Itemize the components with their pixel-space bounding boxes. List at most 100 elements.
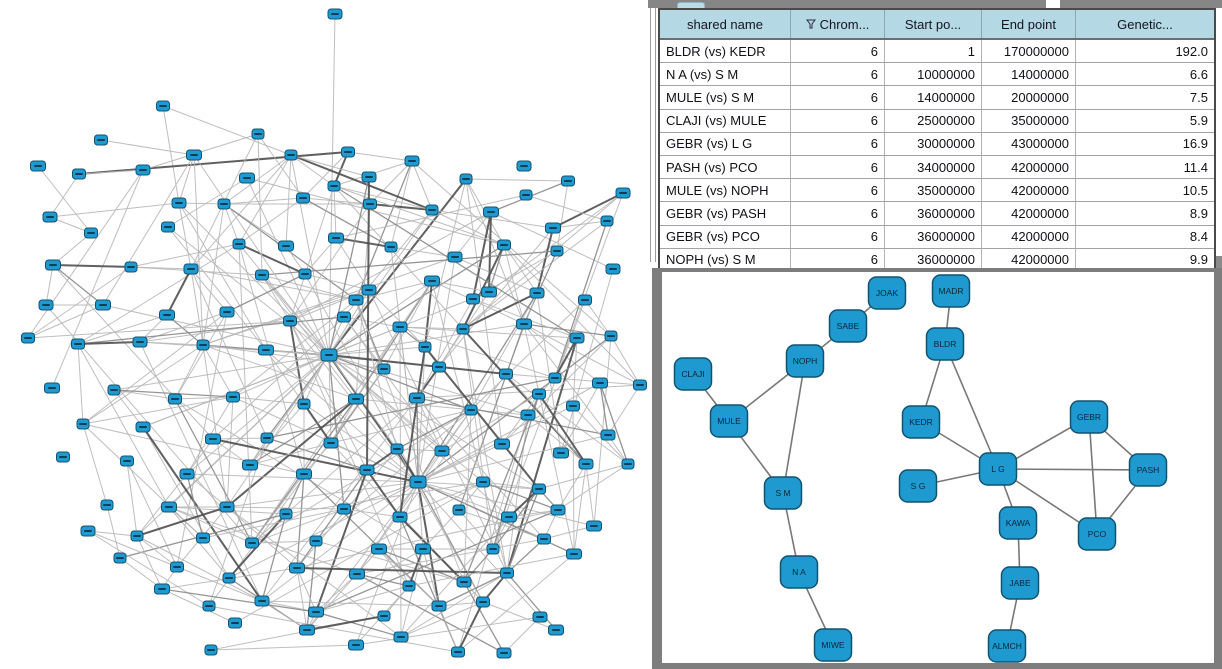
network-node[interactable] bbox=[337, 503, 351, 515]
network-node[interactable] bbox=[402, 580, 416, 592]
network-node[interactable] bbox=[135, 164, 151, 176]
network-node[interactable] bbox=[451, 646, 465, 658]
node-l-g[interactable]: L G bbox=[978, 452, 1018, 486]
network-node[interactable] bbox=[202, 600, 216, 612]
node-sabe[interactable]: SABE bbox=[828, 309, 868, 343]
node-kedr[interactable]: KEDR bbox=[901, 405, 941, 439]
network-node[interactable] bbox=[532, 483, 546, 495]
network-node[interactable] bbox=[320, 348, 338, 362]
network-node[interactable] bbox=[228, 617, 242, 629]
network-node[interactable] bbox=[464, 404, 478, 416]
network-node[interactable] bbox=[404, 155, 420, 167]
network-node[interactable] bbox=[341, 146, 355, 158]
network-node[interactable] bbox=[170, 561, 184, 573]
small-network-canvas[interactable]: JOAK SABE MADR BLDR NOPH CLAJI MULE KEDR GEBR L G… bbox=[662, 272, 1214, 663]
network-node[interactable] bbox=[548, 624, 564, 636]
network-node[interactable] bbox=[361, 171, 377, 183]
column-header-end-point[interactable]: End point bbox=[982, 10, 1076, 38]
network-node[interactable] bbox=[466, 293, 480, 305]
node-madr[interactable]: MADR bbox=[931, 274, 971, 308]
network-node[interactable] bbox=[254, 595, 270, 607]
network-node[interactable] bbox=[283, 315, 297, 327]
network-node[interactable] bbox=[532, 388, 546, 400]
network-node[interactable] bbox=[600, 215, 614, 227]
network-node[interactable] bbox=[205, 433, 221, 445]
network-node[interactable] bbox=[553, 447, 569, 459]
node-mule[interactable]: MULE bbox=[709, 404, 749, 438]
network-node[interactable] bbox=[501, 511, 517, 523]
network-node[interactable] bbox=[586, 520, 602, 532]
network-node[interactable] bbox=[222, 572, 236, 584]
table-row[interactable]: GEBR (vs) PCO 6 36000000 42000000 8.4 bbox=[660, 225, 1214, 249]
network-node[interactable] bbox=[38, 299, 54, 311]
network-node[interactable] bbox=[278, 240, 294, 252]
network-node[interactable] bbox=[94, 134, 108, 146]
network-node[interactable] bbox=[30, 160, 46, 172]
network-node[interactable] bbox=[239, 172, 255, 184]
node-bldr[interactable]: BLDR bbox=[925, 327, 965, 361]
network-node[interactable] bbox=[296, 192, 310, 204]
network-node[interactable] bbox=[296, 468, 312, 480]
network-node[interactable] bbox=[516, 318, 532, 330]
network-node[interactable] bbox=[424, 275, 440, 287]
network-node[interactable] bbox=[299, 624, 315, 636]
network-node[interactable] bbox=[196, 339, 210, 351]
network-node[interactable] bbox=[550, 245, 564, 257]
network-node[interactable] bbox=[566, 548, 582, 560]
network-node[interactable] bbox=[456, 323, 470, 335]
table-row[interactable]: PASH (vs) PCO 6 34000000 42000000 11.4 bbox=[660, 155, 1214, 180]
network-node[interactable] bbox=[219, 306, 235, 318]
network-node[interactable] bbox=[95, 299, 111, 311]
network-node[interactable] bbox=[604, 330, 618, 342]
network-node[interactable] bbox=[284, 149, 298, 161]
network-node[interactable] bbox=[481, 286, 497, 298]
network-node[interactable] bbox=[592, 377, 608, 389]
node-noph[interactable]: NOPH bbox=[785, 344, 825, 378]
network-node[interactable] bbox=[486, 543, 500, 555]
network-node[interactable] bbox=[219, 501, 235, 513]
network-node[interactable] bbox=[384, 241, 398, 253]
network-node[interactable] bbox=[328, 232, 344, 244]
network-node[interactable] bbox=[76, 418, 90, 430]
network-node[interactable] bbox=[349, 568, 365, 580]
network-node[interactable] bbox=[361, 284, 377, 296]
network-node[interactable] bbox=[217, 198, 231, 210]
network-node[interactable] bbox=[100, 499, 114, 511]
network-node[interactable] bbox=[516, 160, 532, 172]
network-node[interactable] bbox=[621, 458, 635, 470]
network-node[interactable] bbox=[21, 332, 35, 344]
node-miwe[interactable]: MIWE bbox=[813, 628, 853, 662]
node-gebr[interactable]: GEBR bbox=[1069, 400, 1109, 434]
network-node[interactable] bbox=[154, 583, 170, 595]
network-node[interactable] bbox=[520, 409, 536, 421]
network-node[interactable] bbox=[550, 504, 566, 516]
network-node[interactable] bbox=[476, 476, 490, 488]
network-node[interactable] bbox=[566, 400, 580, 412]
network-node[interactable] bbox=[348, 393, 364, 405]
network-node[interactable] bbox=[298, 268, 312, 280]
network-node[interactable] bbox=[409, 475, 427, 489]
network-node[interactable] bbox=[72, 168, 86, 180]
network-node[interactable] bbox=[245, 537, 259, 549]
network-node[interactable] bbox=[371, 543, 387, 555]
node-claji[interactable]: CLAJI bbox=[673, 357, 713, 391]
node-n-a[interactable]: N A bbox=[779, 555, 819, 589]
edge-l-g-pash[interactable] bbox=[997, 468, 1149, 471]
network-node[interactable] bbox=[425, 204, 439, 216]
node-kawa[interactable]: KAWA bbox=[998, 506, 1038, 540]
node-s-m[interactable]: S M bbox=[763, 476, 803, 510]
large-network-canvas[interactable] bbox=[0, 0, 648, 669]
network-node[interactable] bbox=[171, 197, 187, 209]
table-row[interactable]: CLAJI (vs) MULE 6 25000000 35000000 5.9 bbox=[660, 109, 1214, 133]
network-node[interactable] bbox=[452, 504, 466, 516]
network-node[interactable] bbox=[548, 372, 562, 384]
network-node[interactable] bbox=[497, 239, 511, 251]
node-pash[interactable]: PASH bbox=[1128, 453, 1168, 487]
network-node[interactable] bbox=[297, 398, 311, 410]
network-node[interactable] bbox=[327, 180, 341, 192]
network-node[interactable] bbox=[120, 455, 134, 467]
network-node[interactable] bbox=[308, 606, 324, 618]
network-node[interactable] bbox=[156, 100, 170, 112]
network-node[interactable] bbox=[578, 294, 592, 306]
network-node[interactable] bbox=[309, 535, 323, 547]
